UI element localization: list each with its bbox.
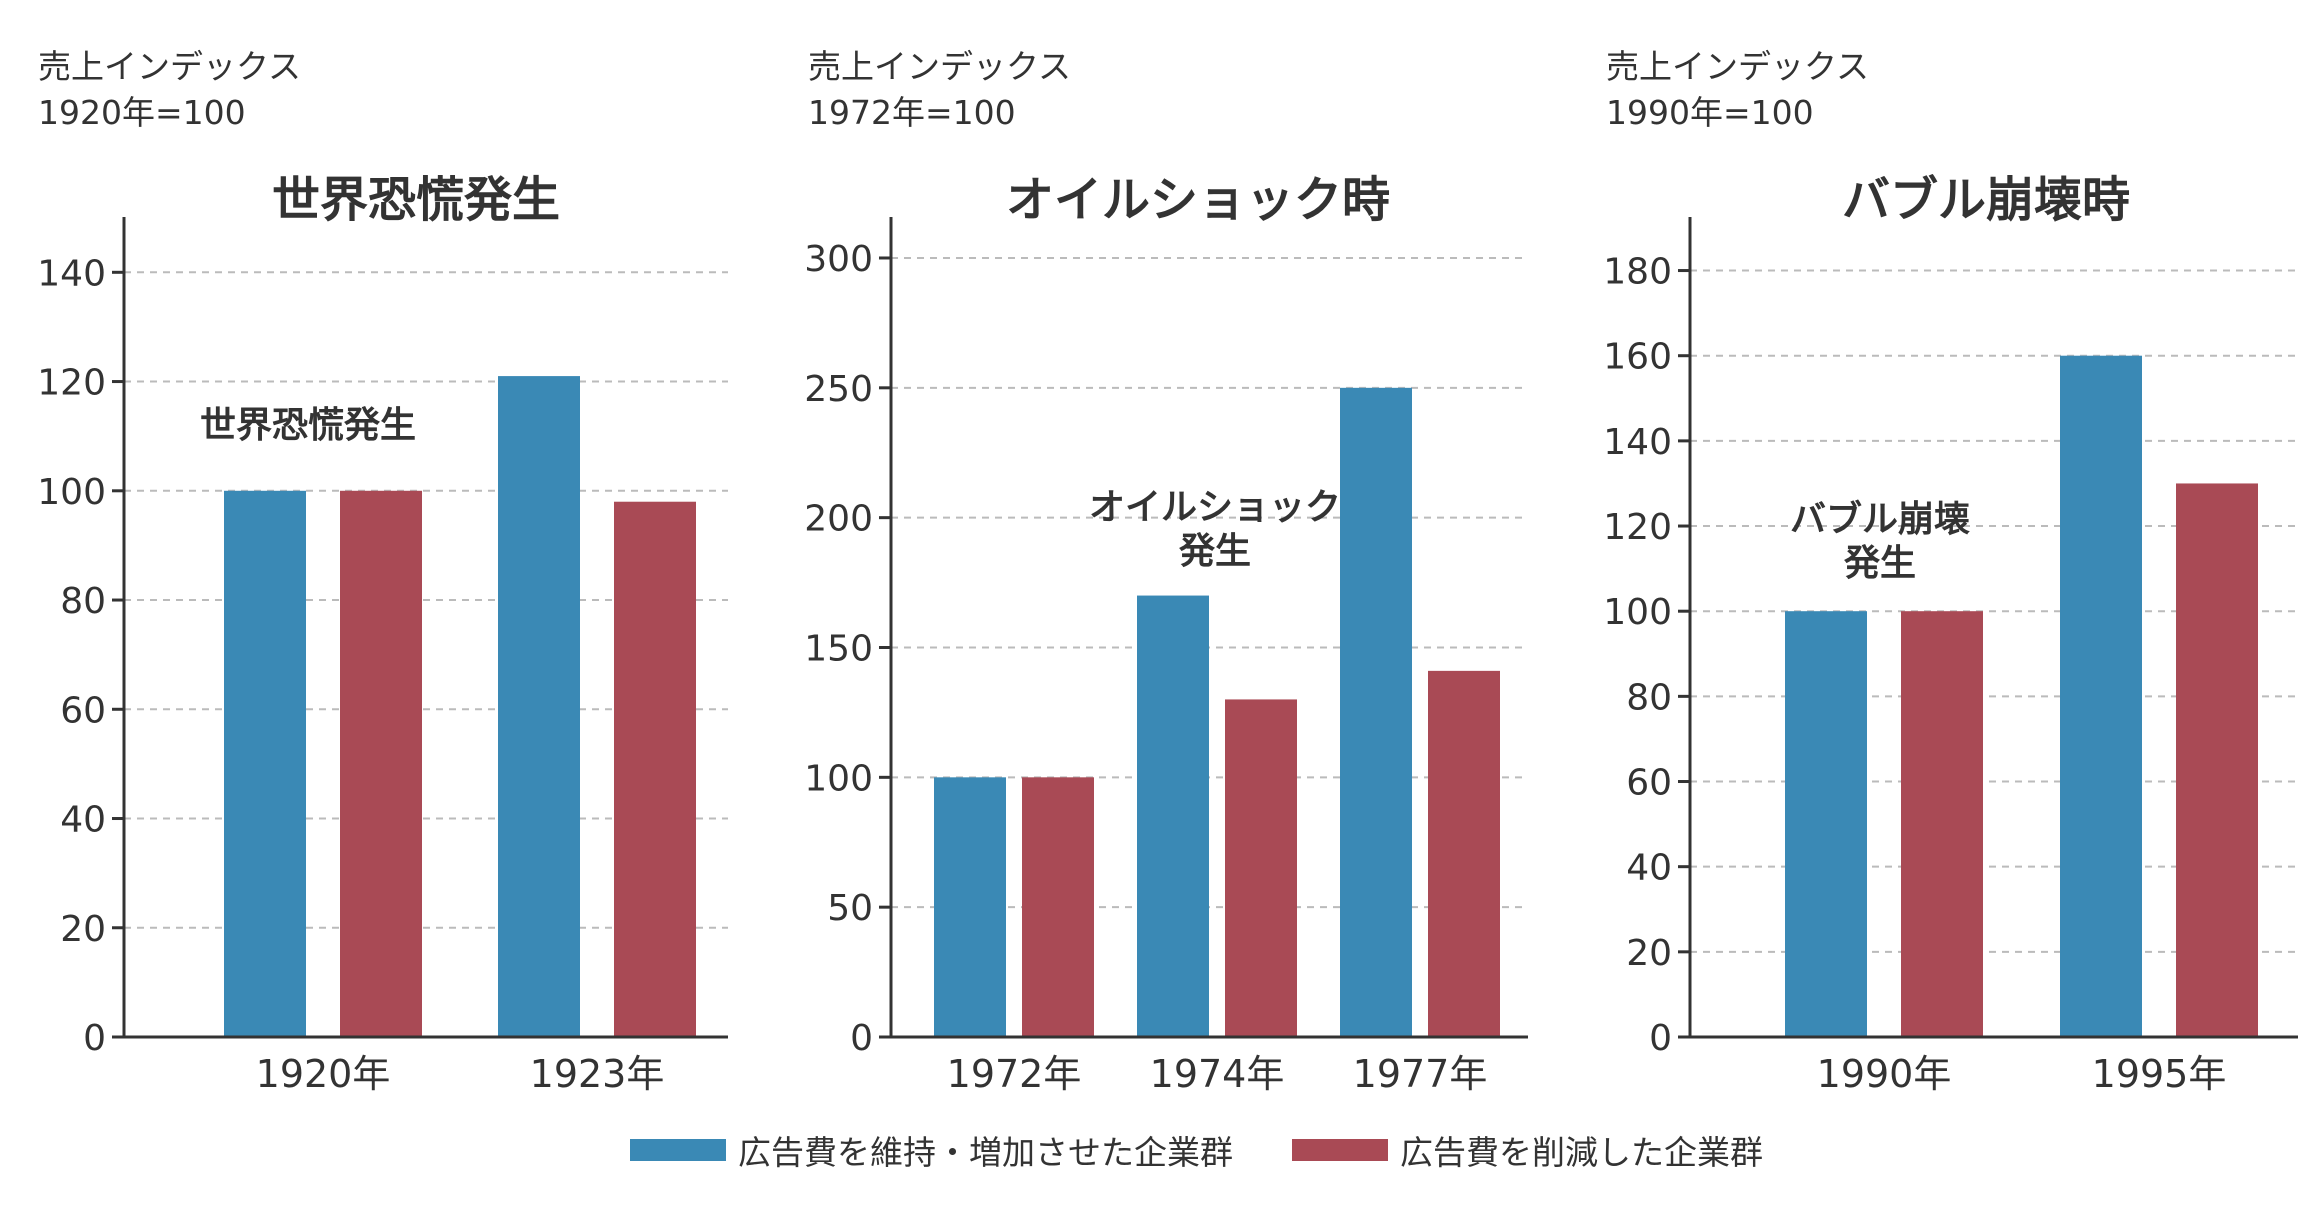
chart-panel-great-depression: 売上インデックス 1920年=100 世界恐慌発生 0 20 40 60 80 100 12… [0,0,760,1110]
legend-label: 広告費を削減した企業群 [1400,1133,1763,1172]
bar-maintain [224,490,306,1037]
y-tick-label: 20 [1626,933,1672,974]
index-label: 売上インデックス 1920年=100 [38,44,301,136]
x-tick-label: 1920年 [256,1052,391,1096]
y-tick-label: 0 [850,1018,873,1059]
y-tick-label: 100 [1603,592,1672,633]
bar-reduce [2176,483,2258,1037]
y-tick-label: 0 [1649,1018,1672,1059]
bar-reduce [1901,611,1983,1037]
annotation-label: 世界恐慌発生 [200,405,417,446]
chart-panel-oil-shock: 売上インデックス 1972年=100 オイルショック時 0 50 100 150 200… [760,0,1550,1110]
annotation-line-1: バブル崩壊 [1789,499,1970,540]
bar-maintain [1785,611,1867,1037]
legend-item-reduce: 広告費を削減した企業群 [1292,1120,1763,1180]
bar-chart-svg: 0 20 40 60 80 100 120 140 1920年 1923年 [37,217,728,1096]
y-tick-label: 20 [60,909,106,950]
x-tick-label: 1977年 [1353,1052,1488,1096]
bar-reduce [1225,699,1297,1037]
y-tick-label: 140 [1603,422,1672,463]
chart-title: 世界恐慌発生 [272,172,561,228]
x-tick-label: 1972年 [947,1052,1082,1096]
bar-reduce [1428,670,1500,1037]
y-tick-label: 50 [827,888,873,929]
annotation-line-1: オイルショック [1088,487,1341,528]
bar-reduce [1022,777,1094,1037]
y-tick-label: 40 [60,800,106,841]
bar-maintain [934,777,1006,1037]
bar-chart-svg: 0 50 100 150 200 250 300 1972年 1974年 1977年 [804,217,1528,1096]
bar-maintain [498,376,580,1037]
index-base: 1972年=100 [808,93,1016,132]
index-base: 1990年=100 [1606,93,1814,132]
x-tick-label: 1923年 [530,1052,665,1096]
bar-reduce [340,490,422,1037]
annotation-line-2: 発生 [1178,531,1251,572]
y-tick-label: 0 [83,1018,106,1059]
y-tick-label: 60 [60,690,106,731]
x-tick-label: 1995年 [2092,1052,2227,1096]
legend-swatch-red [1292,1139,1388,1161]
annotation-label: バブル崩壊 発生 [1770,498,1990,586]
y-tick-label: 250 [804,369,873,410]
legend-item-maintain: 広告費を維持・増加させた企業群 [630,1120,1233,1180]
index-label: 売上インデックス 1990年=100 [1606,44,1869,136]
y-tick-label: 40 [1626,848,1672,889]
x-tick-label: 1974年 [1150,1052,1285,1096]
bar-chart-svg: 0 20 40 60 80 100 120 140 160 180 1990年 1995年 [1603,217,2298,1096]
y-tick-label: 120 [1603,507,1672,548]
x-tick-label: 1990年 [1817,1052,1952,1096]
y-tick-label: 80 [1626,677,1672,718]
y-tick-label: 300 [804,239,873,280]
annotation-line-2: 発生 [1843,543,1916,584]
chart-panel-bubble-collapse: 売上インデックス 1990年=100 バブル崩壊時 0 20 40 60 80 100 12… [1550,0,2320,1110]
index-label: 売上インデックス 1972年=100 [808,44,1071,136]
chart-title: バブル崩壊時 [1842,172,2131,228]
y-tick-label: 150 [804,628,873,669]
bar-maintain [1137,595,1209,1037]
legend: 広告費を維持・増加させた企業群 広告費を削減した企業群 [0,1120,2320,1180]
bar-maintain [2060,355,2142,1037]
bar-maintain [1340,387,1412,1037]
legend-label: 広告費を維持・増加させた企業群 [738,1133,1233,1172]
chart-title: オイルショック時 [1006,172,1391,228]
y-tick-label: 200 [804,499,873,540]
index-base: 1920年=100 [38,93,246,132]
bar-reduce [614,501,696,1037]
y-tick-label: 100 [804,758,873,799]
y-tick-label: 120 [37,363,106,404]
y-tick-label: 100 [37,472,106,513]
y-tick-label: 140 [37,253,106,294]
index-title: 売上インデックス [1606,47,1870,86]
y-tick-label: 180 [1603,252,1672,293]
legend-swatch-blue [630,1139,726,1161]
index-title: 売上インデックス [808,47,1072,86]
annotation-label: オイルショック 発生 [1070,486,1360,574]
index-title: 売上インデックス [38,47,302,86]
y-tick-label: 160 [1603,337,1672,378]
y-tick-label: 60 [1626,763,1672,804]
y-tick-label: 80 [60,581,106,622]
